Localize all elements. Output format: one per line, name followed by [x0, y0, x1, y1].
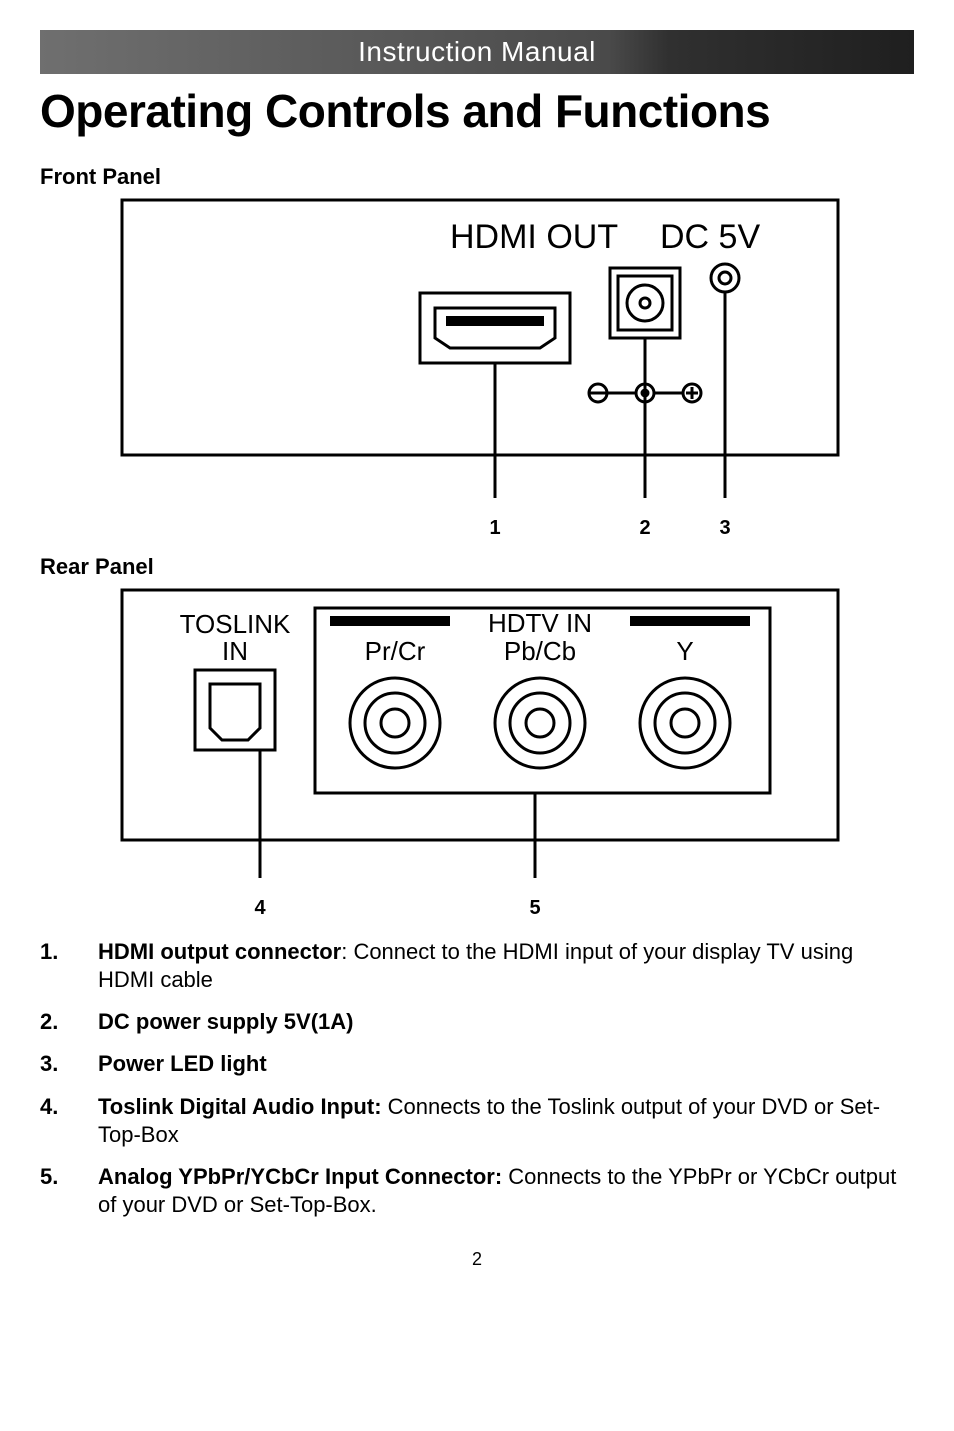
hdmi-port-icon	[420, 293, 570, 363]
rca-y-icon	[640, 678, 730, 768]
desc-5-lead: Analog YPbPr/YCbCr Input Connector:	[98, 1164, 502, 1189]
callout-1: 1	[475, 517, 515, 540]
desc-2-lead: DC power supply 5V(1A)	[98, 1009, 353, 1034]
front-callouts: 1 2 3	[120, 517, 914, 540]
description-list: HDMI output connector: Connect to the HD…	[40, 938, 914, 1219]
label-prcr: Pr/Cr	[365, 636, 426, 666]
page-number: 2	[40, 1249, 914, 1270]
label-y: Y	[676, 636, 693, 666]
rca-pbcb-icon	[495, 678, 585, 768]
rca-prcr-icon	[350, 678, 440, 768]
desc-1-sep: :	[341, 939, 353, 964]
callout-3: 3	[705, 517, 745, 540]
label-toslink-l1: TOSLINK	[180, 609, 291, 639]
desc-item-1: HDMI output connector: Connect to the HD…	[40, 938, 914, 994]
label-pbcb: Pb/Cb	[504, 636, 576, 666]
page-root: Instruction Manual Operating Controls an…	[0, 0, 954, 1310]
desc-item-5: Analog YPbPr/YCbCr Input Connector: Conn…	[40, 1163, 914, 1219]
desc-1-lead: HDMI output connector	[98, 939, 341, 964]
rear-callouts: 4 5	[120, 897, 914, 920]
section-title: Operating Controls and Functions	[40, 84, 914, 138]
label-hdmi-out: HDMI OUT	[450, 218, 618, 256]
desc-3-lead: Power LED light	[98, 1051, 267, 1076]
front-panel-diagram: HDMI OUT DC 5V	[120, 198, 914, 513]
label-hdtv-in: HDTV IN	[488, 608, 592, 638]
desc-item-3: Power LED light	[40, 1050, 914, 1078]
header-bar: Instruction Manual	[40, 30, 914, 74]
desc-item-4: Toslink Digital Audio Input: Connects to…	[40, 1093, 914, 1149]
label-toslink-l2: IN	[222, 636, 248, 666]
header-title: Instruction Manual	[358, 36, 596, 67]
desc-item-2: DC power supply 5V(1A)	[40, 1008, 914, 1036]
front-panel-heading: Front Panel	[40, 164, 914, 190]
callout-2: 2	[625, 517, 665, 540]
label-dc-5v: DC 5V	[660, 218, 760, 256]
led-icon	[711, 264, 739, 292]
callout-4: 4	[240, 897, 280, 920]
desc-4-lead: Toslink Digital Audio Input:	[98, 1094, 382, 1119]
toslink-port-icon	[195, 670, 275, 750]
callout-5: 5	[515, 897, 555, 920]
rear-panel-diagram: TOSLINK IN HDTV IN Pr/Cr Pb/Cb Y	[120, 588, 914, 893]
dc-jack-icon	[610, 268, 680, 338]
rear-panel-heading: Rear Panel	[40, 554, 914, 580]
